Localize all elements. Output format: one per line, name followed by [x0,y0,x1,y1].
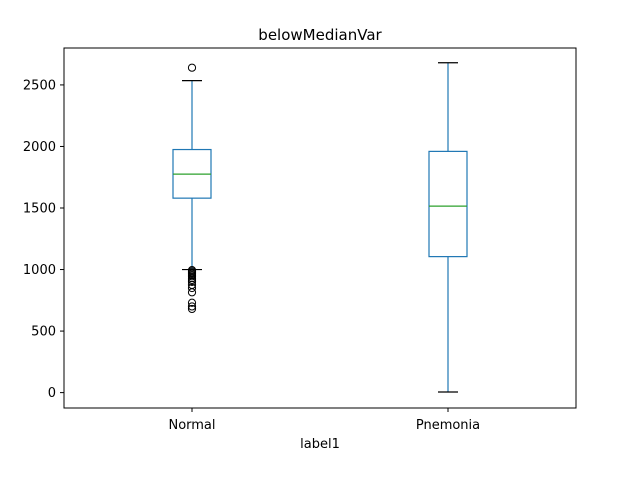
outlier-point [187,288,197,297]
x-axis-label: label1 [300,437,340,452]
x-axis: Normal Pnemonia [168,408,480,433]
box-normal [172,63,212,314]
y-tick-label: 500 [31,325,56,340]
y-tick-label: 2000 [23,140,56,155]
x-tick-label: Pnemonia [416,418,480,433]
x-tick-label: Normal [168,418,215,433]
outlier-point [187,63,197,72]
box-pnemonia [428,62,468,393]
y-tick-label: 2500 [23,78,56,93]
plot-frame [63,47,577,409]
outlier-point [187,302,197,311]
y-tick-label: 1000 [23,263,56,278]
outlier-point [187,277,197,286]
y-tick-label: 0 [48,386,56,401]
outlier-point [187,304,197,314]
y-tick-label: 1500 [23,202,56,217]
chart-title: belowMedianVar [258,26,382,44]
iqr-box [428,150,468,258]
outlier-point [187,283,197,293]
plot-area [172,62,468,393]
outlier-point [187,298,197,307]
y-axis: 0 500 1000 1500 2000 2500 [23,78,64,401]
